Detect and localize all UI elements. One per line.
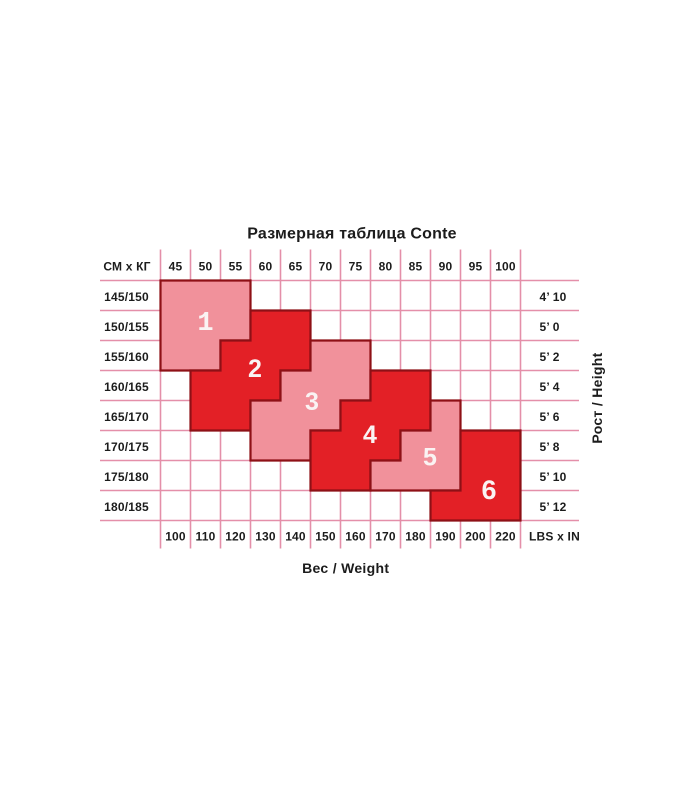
svg-text:45: 45: [169, 260, 183, 274]
svg-text:1: 1: [197, 309, 213, 339]
svg-text:2: 2: [248, 355, 262, 383]
svg-text:СМ х КГ: СМ х КГ: [103, 260, 150, 274]
svg-text:Вес / Weight: Вес / Weight: [302, 560, 389, 576]
svg-text:85: 85: [409, 260, 423, 274]
svg-text:65: 65: [289, 260, 303, 274]
svg-text:90: 90: [439, 260, 453, 274]
svg-text:155/160: 155/160: [104, 350, 149, 364]
svg-text:Размерная таблица Conte: Размерная таблица Conte: [247, 226, 456, 243]
svg-text:55: 55: [229, 260, 243, 274]
svg-text:5’ 0: 5’ 0: [540, 320, 560, 334]
svg-text:4’ 10: 4’ 10: [540, 290, 567, 304]
svg-text:3: 3: [305, 388, 319, 416]
svg-text:5’ 6: 5’ 6: [540, 410, 560, 424]
svg-text:180/185: 180/185: [104, 500, 149, 514]
svg-text:120: 120: [225, 530, 246, 544]
svg-text:4: 4: [363, 421, 377, 449]
svg-text:5’ 10: 5’ 10: [540, 470, 567, 484]
svg-text:170/175: 170/175: [104, 440, 149, 454]
svg-text:190: 190: [435, 530, 456, 544]
svg-text:95: 95: [469, 260, 483, 274]
svg-text:100: 100: [495, 260, 516, 274]
svg-text:50: 50: [199, 260, 213, 274]
svg-text:5’ 8: 5’ 8: [540, 440, 560, 454]
svg-text:175/180: 175/180: [104, 470, 149, 484]
svg-text:140: 140: [285, 530, 306, 544]
svg-text:5: 5: [423, 444, 437, 472]
svg-text:100: 100: [165, 530, 186, 544]
svg-text:170: 170: [375, 530, 396, 544]
svg-text:LBS x IN: LBS x IN: [529, 530, 580, 544]
svg-text:180: 180: [405, 530, 426, 544]
svg-text:200: 200: [465, 530, 486, 544]
svg-text:165/170: 165/170: [104, 410, 149, 424]
svg-text:60: 60: [259, 260, 273, 274]
svg-text:145/150: 145/150: [104, 290, 149, 304]
svg-text:150: 150: [315, 530, 336, 544]
svg-text:220: 220: [495, 530, 516, 544]
svg-text:5’ 4: 5’ 4: [540, 380, 560, 394]
svg-text:6: 6: [481, 475, 496, 505]
svg-text:130: 130: [255, 530, 276, 544]
svg-text:160: 160: [345, 530, 366, 544]
svg-text:5’ 2: 5’ 2: [540, 350, 560, 364]
svg-text:160/165: 160/165: [104, 380, 149, 394]
svg-text:110: 110: [196, 530, 216, 544]
svg-text:80: 80: [379, 260, 393, 274]
svg-text:Рост / Height: Рост / Height: [589, 352, 605, 443]
svg-text:75: 75: [349, 260, 363, 274]
svg-text:150/155: 150/155: [104, 320, 149, 334]
svg-text:5’ 12: 5’ 12: [540, 500, 567, 514]
svg-text:70: 70: [319, 260, 333, 274]
